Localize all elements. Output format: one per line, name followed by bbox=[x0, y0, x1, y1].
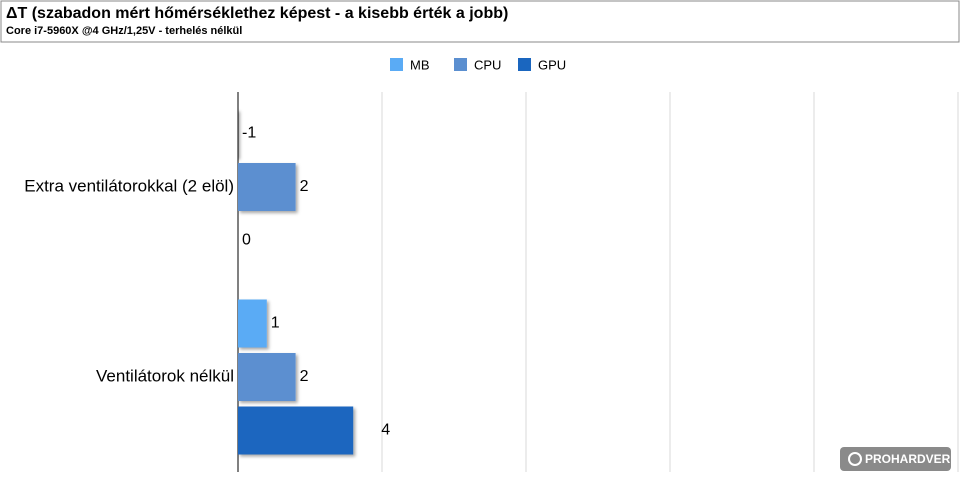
y-tick-label: Extra ventilátorokkal (2 elöl) bbox=[24, 176, 234, 195]
data-label: 1 bbox=[271, 315, 280, 332]
data-label: 2 bbox=[300, 368, 309, 385]
bar bbox=[238, 163, 296, 211]
legend-label: CPU bbox=[474, 57, 501, 72]
bar bbox=[238, 353, 296, 401]
chart-subtitle: Core i7-5960X @4 GHz/1,25V - terhelés né… bbox=[6, 25, 242, 37]
legend-swatch bbox=[390, 58, 403, 71]
legend-label: GPU bbox=[538, 57, 566, 72]
plot-area bbox=[209, 110, 354, 455]
y-tick-label: Ventilátorok nélkül bbox=[96, 366, 234, 385]
legend-swatch bbox=[454, 58, 467, 71]
watermark: PROHARDVER! bbox=[840, 447, 954, 471]
watermark-text: PROHARDVER! bbox=[865, 452, 954, 466]
legend-swatch bbox=[518, 58, 531, 71]
data-label: 0 bbox=[242, 232, 251, 249]
legend-label: MB bbox=[410, 57, 430, 72]
data-label: -1 bbox=[242, 125, 256, 142]
bar bbox=[209, 110, 238, 158]
bar bbox=[238, 299, 267, 348]
data-label: 4 bbox=[381, 422, 390, 439]
bar bbox=[238, 406, 354, 455]
title-box bbox=[0, 0, 960, 43]
data-label: 2 bbox=[300, 178, 309, 195]
chart-title: ΔT (szabadon mért hőmérséklethez képest … bbox=[6, 5, 508, 22]
